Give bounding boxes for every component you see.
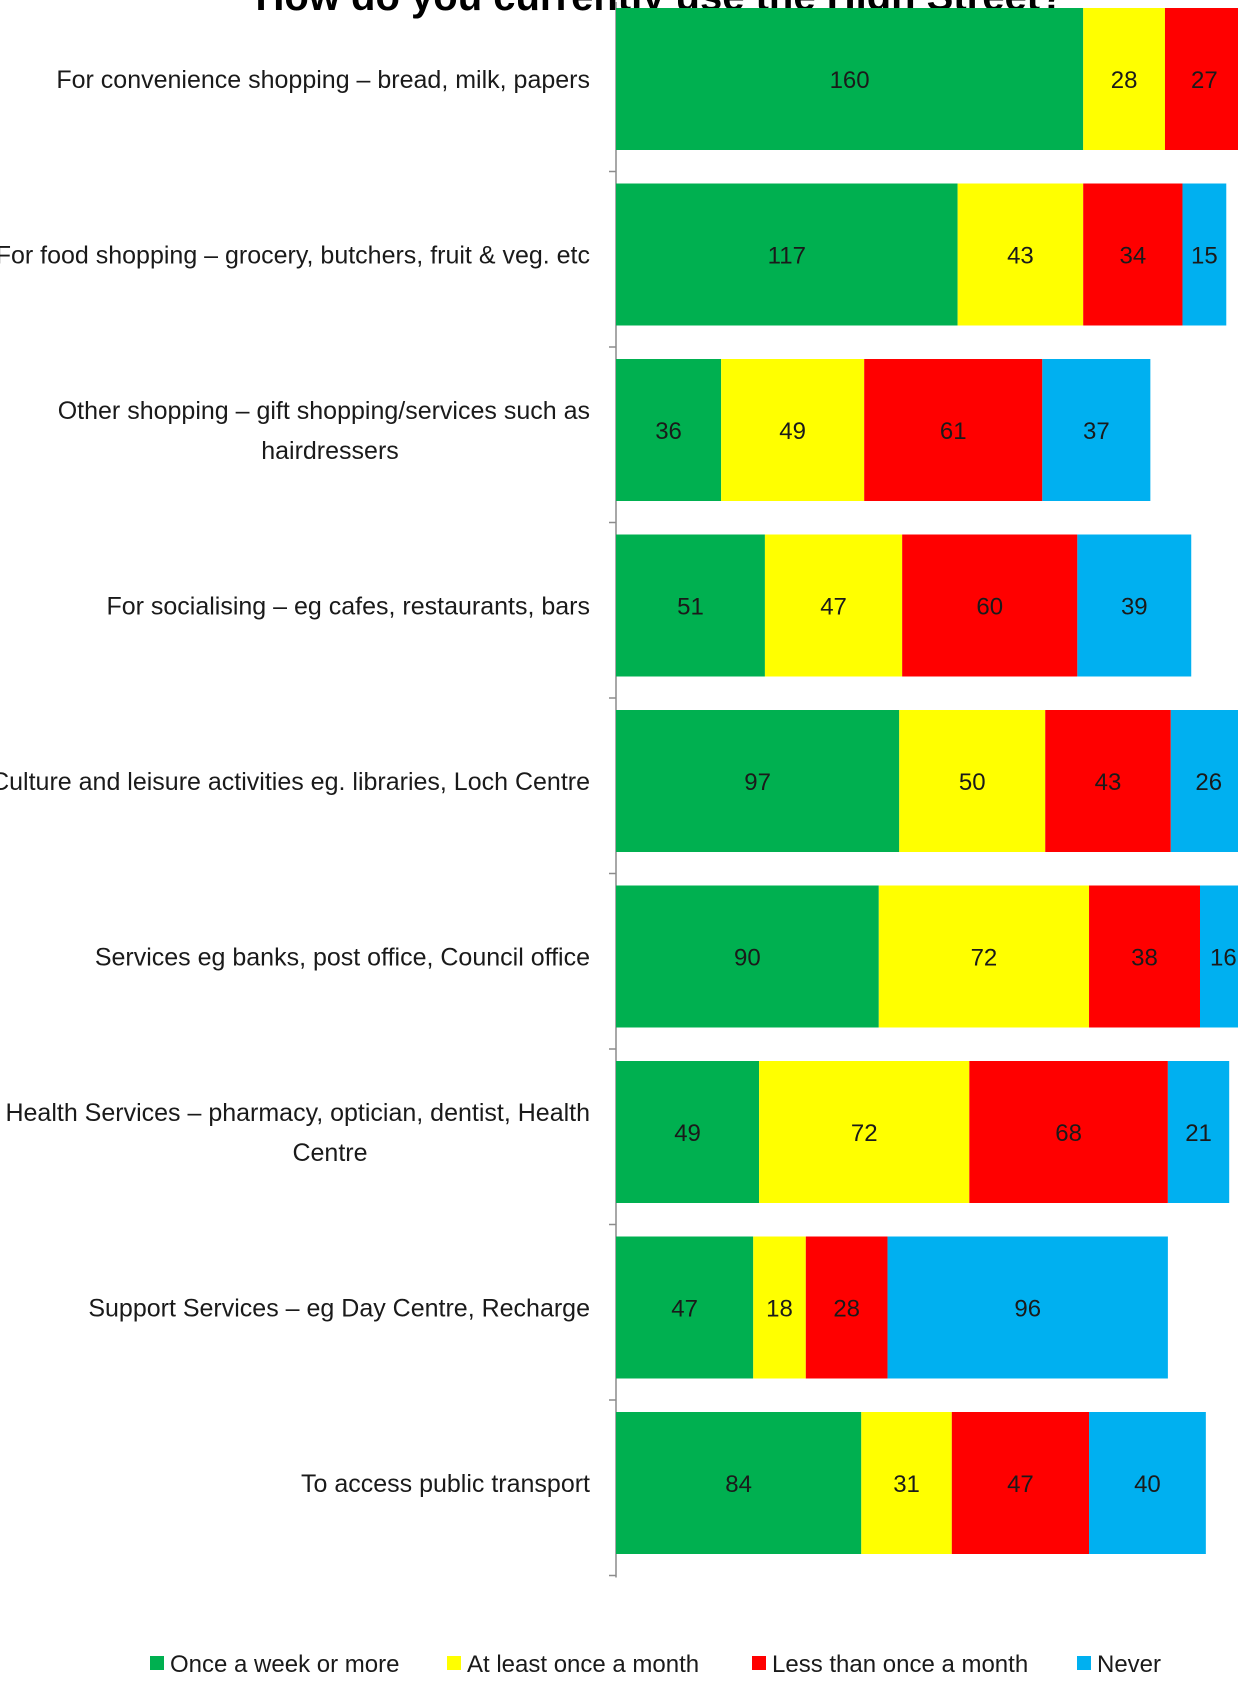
- bar-segment: [753, 1236, 806, 1379]
- bar-segment: [1045, 710, 1171, 852]
- bar-value-label: 51: [677, 594, 704, 621]
- bar-segment: [616, 1061, 760, 1203]
- legend-item: Less than once a month: [752, 1651, 1028, 1678]
- bar-value-label: 38: [1131, 945, 1158, 972]
- legend-swatch: [752, 1656, 766, 1670]
- bar-segment: [957, 183, 1084, 326]
- bar-value-label: 36: [655, 418, 682, 445]
- bar-value-label: 28: [833, 1296, 860, 1323]
- bar-value-label: 117: [768, 243, 806, 270]
- bar-segment: [616, 1412, 862, 1554]
- bar-segment: [1164, 8, 1238, 150]
- bar-value-label: 47: [1007, 1471, 1034, 1498]
- legend: Once a week or more At least once a month…: [150, 1651, 1161, 1678]
- bar-value-label: 43: [1007, 243, 1034, 270]
- bar-segment: [864, 359, 1043, 501]
- bar-value-label: 72: [971, 945, 998, 972]
- category-label: For food shopping – grocery, butchers, f…: [0, 242, 590, 270]
- bar-segment: [1089, 1412, 1206, 1554]
- bar-value-label: 49: [779, 418, 806, 445]
- legend-item: Never: [1077, 1651, 1161, 1678]
- bar-value-label: 60: [976, 594, 1003, 621]
- category-label: Support Services – eg Day Centre, Rechar…: [88, 1295, 590, 1323]
- bar-segment: [616, 1236, 754, 1379]
- bar-value-label: 47: [671, 1296, 698, 1323]
- bar-segment: [969, 1061, 1168, 1203]
- legend-label: Once a week or more: [170, 1651, 399, 1678]
- bar-segment: [1200, 885, 1238, 1028]
- bar-segment: [861, 1412, 952, 1554]
- category-label: Other shopping – gift shopping/services …: [58, 397, 590, 425]
- bar-value-label: 160: [830, 67, 870, 94]
- bar-value-label: 31: [893, 1471, 920, 1498]
- bar-value-label: 68: [1055, 1120, 1082, 1147]
- bars: 1602827811743341536496137514760399750432…: [616, 8, 1238, 1554]
- bar-segment: [902, 534, 1078, 677]
- bar-segment: [616, 183, 958, 326]
- bar-value-label: 27: [1191, 67, 1218, 94]
- bar-segment: [616, 710, 900, 852]
- bar-segment: [1077, 534, 1192, 677]
- bar-value-label: 96: [1014, 1296, 1041, 1323]
- bar-segment: [764, 534, 903, 677]
- bar-segment: [1042, 359, 1151, 501]
- bar-value-label: 26: [1195, 769, 1222, 796]
- category-label: Services eg banks, post office, Council …: [95, 944, 590, 972]
- bar-value-label: 28: [1111, 67, 1138, 94]
- bar-value-label: 43: [1095, 769, 1122, 796]
- legend-swatch: [150, 1656, 164, 1670]
- bar-segment: [878, 885, 1090, 1028]
- bar-segment: [1170, 710, 1238, 852]
- bar-value-label: 50: [959, 769, 986, 796]
- category-label: Centre: [292, 1139, 367, 1167]
- bar-value-label: 16: [1210, 945, 1237, 972]
- category-labels: For convenience shopping – bread, milk, …: [0, 66, 590, 1498]
- bar-value-label: 40: [1134, 1471, 1161, 1498]
- bar-segment: [721, 359, 865, 501]
- category-label: Health Services – pharmacy, optician, de…: [5, 1099, 590, 1127]
- category-label: Culture and leisure activities eg. libra…: [0, 768, 590, 796]
- bar-segment: [805, 1236, 888, 1379]
- bar-value-label: 97: [744, 769, 771, 796]
- category-label: For socialising – eg cafes, restaurants,…: [106, 593, 590, 621]
- bar-segment: [616, 885, 879, 1028]
- category-axis: [609, 2, 617, 1578]
- bar-value-label: 49: [674, 1120, 701, 1147]
- bar-segment: [1182, 183, 1227, 326]
- bar-segment: [1089, 885, 1200, 1028]
- bar-value-label: 61: [940, 418, 967, 445]
- legend-label: Never: [1097, 1651, 1161, 1678]
- bar-segment: [887, 1236, 1168, 1379]
- legend-label: Less than once a month: [772, 1651, 1028, 1678]
- bar-value-label: 90: [734, 945, 761, 972]
- bar-value-label: 18: [766, 1296, 793, 1323]
- bar-value-label: 34: [1119, 243, 1146, 270]
- category-label: For convenience shopping – bread, milk, …: [56, 66, 590, 94]
- bar-value-label: 39: [1121, 594, 1148, 621]
- bar-segment: [616, 534, 765, 677]
- bar-value-label: 21: [1185, 1120, 1212, 1147]
- bar-segment: [951, 1412, 1090, 1554]
- bar-value-label: 84: [725, 1471, 752, 1498]
- legend-label: At least once a month: [467, 1651, 699, 1678]
- bar-segment: [1083, 183, 1183, 326]
- bar-segment: [1083, 8, 1165, 150]
- legend-item: At least once a month: [447, 1651, 699, 1678]
- bar-value-label: 72: [851, 1120, 878, 1147]
- legend-item: Once a week or more: [150, 1651, 399, 1678]
- bar-segment: [759, 1061, 970, 1203]
- bar-segment: [1167, 1061, 1230, 1203]
- category-label: hairdressers: [261, 437, 399, 465]
- legend-swatch: [447, 1656, 461, 1670]
- bar-value-label: 15: [1191, 243, 1218, 270]
- bar-value-label: 47: [820, 594, 847, 621]
- bar-segment: [616, 359, 722, 501]
- bar-segment: [899, 710, 1046, 852]
- bar-segment: [616, 8, 1084, 150]
- category-label: To access public transport: [301, 1470, 590, 1498]
- bar-value-label: 37: [1083, 418, 1110, 445]
- legend-swatch: [1077, 1656, 1091, 1670]
